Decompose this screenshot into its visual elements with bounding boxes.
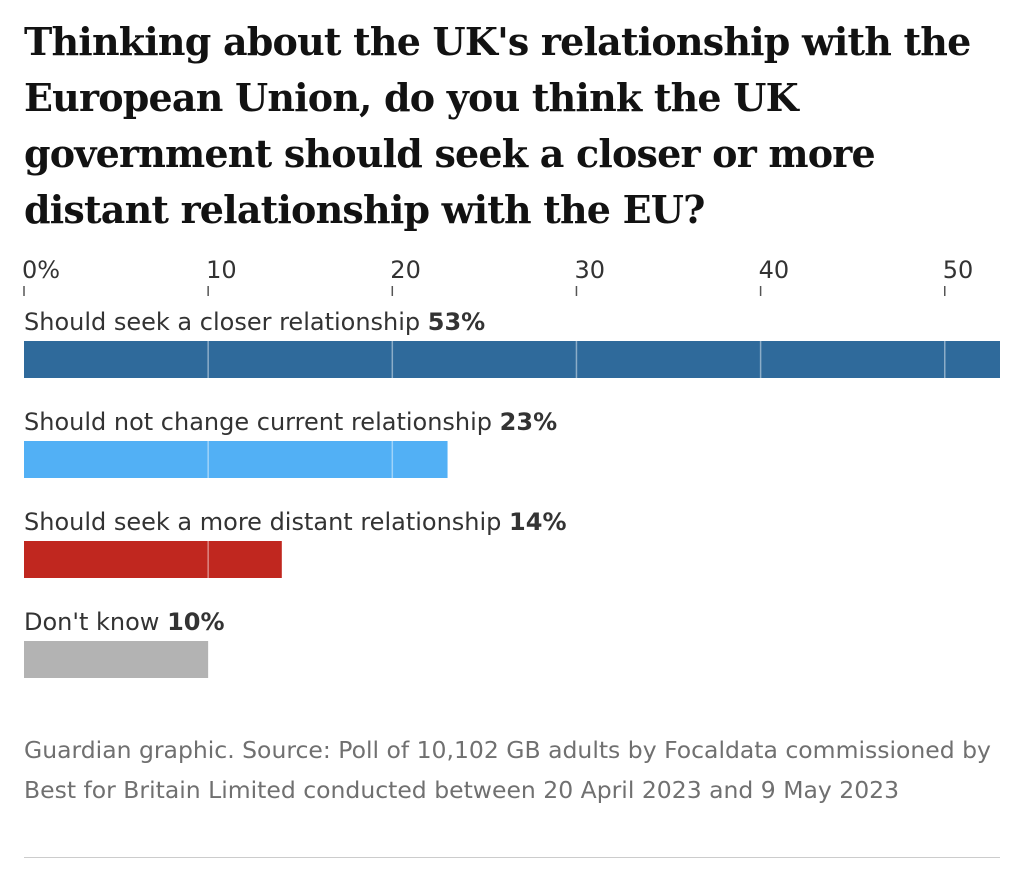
source-footer: Guardian graphic. Source: Poll of 10,102…: [24, 736, 991, 804]
bar: [24, 641, 209, 678]
x-tick-label: 50: [943, 256, 974, 284]
x-tick-label: 20: [390, 256, 421, 284]
x-tick-label: 40: [759, 256, 790, 284]
value-label: 14%: [509, 508, 566, 536]
bar: [24, 441, 448, 478]
bar: [24, 541, 282, 578]
category-label: Should not change current relationship: [24, 408, 500, 436]
category-label: Should seek a closer relationship: [24, 308, 428, 336]
bottom-divider: [24, 857, 1000, 858]
bar-chart: 0% 10 20 30 40 50 Should seek a closer relatio…: [22, 256, 1000, 678]
value-label: 10%: [167, 608, 224, 636]
bar-label: Should seek a closer relationship 53%: [24, 308, 485, 336]
x-tick-label: 0%: [22, 256, 60, 284]
x-tick-label: 10: [206, 256, 237, 284]
value-label: 53%: [428, 308, 485, 336]
chart-title: Thinking about the UK's relationship wit…: [24, 19, 971, 232]
bar-label: Don't know 10%: [24, 608, 225, 636]
category-label: Should seek a more distant relationship: [24, 508, 509, 536]
category-label: Don't know: [24, 608, 167, 636]
x-tick-label: 30: [574, 256, 605, 284]
bar: [24, 341, 1000, 378]
bar-label: Should seek a more distant relationship …: [24, 508, 567, 536]
value-label: 23%: [500, 408, 557, 436]
bar-label: Should not change current relationship 2…: [24, 408, 557, 436]
